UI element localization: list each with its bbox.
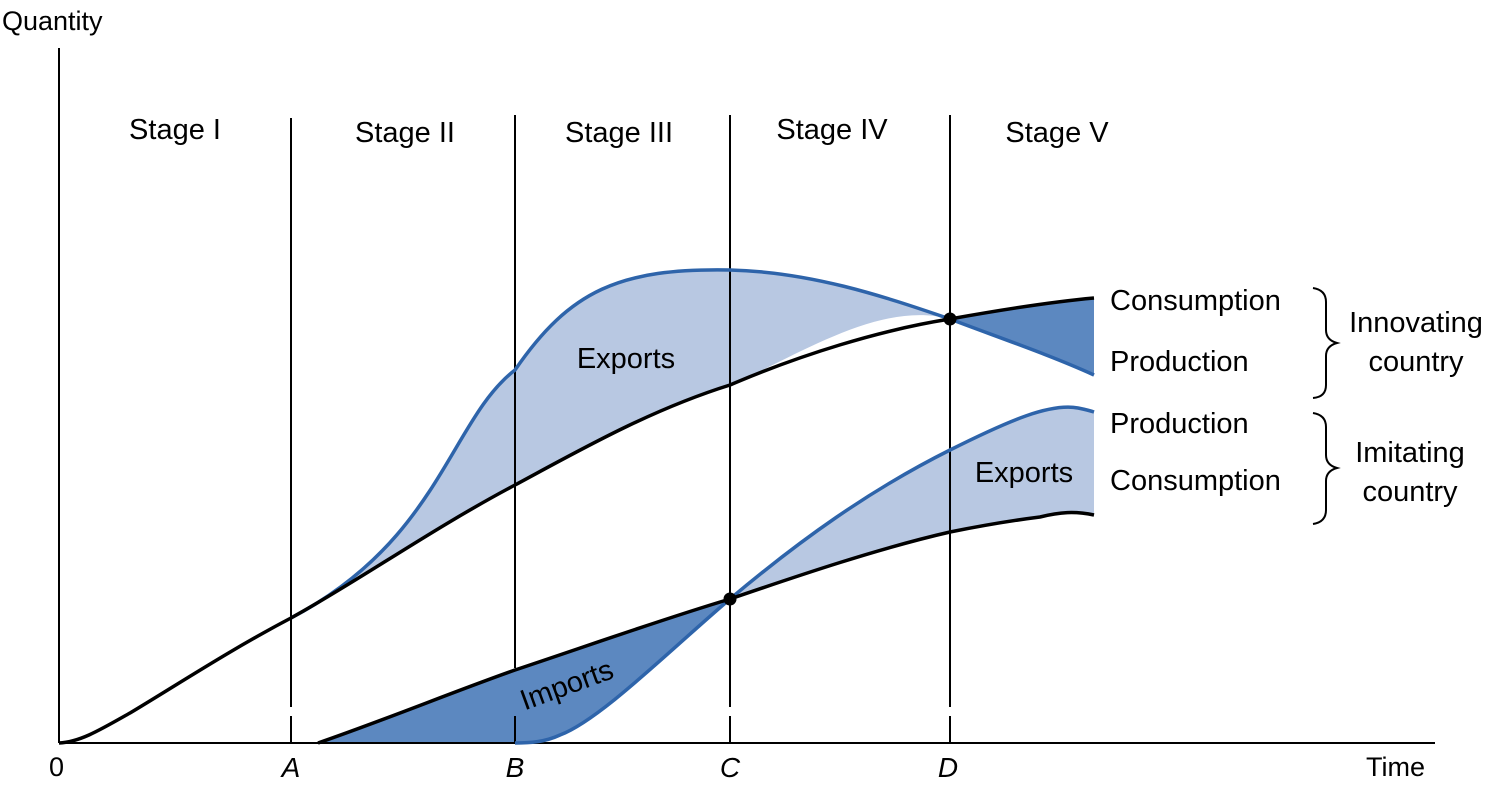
time-label-b: B [506,752,525,783]
time-label-c: C [720,752,741,783]
imitating-country-brace [1312,412,1341,525]
innovating-country-label-line1: Innovating [1349,307,1483,339]
imitating-exports-region [730,407,1094,599]
intersection-point-c [723,592,737,606]
innovating-exports-region [291,269,950,618]
innovating-country-brace [1312,287,1341,399]
innovating-consumption-label: Consumption [1110,285,1281,317]
imitating-exports-label: Exports [975,457,1073,489]
imitating-country-label-line1: Imitating [1355,437,1465,469]
intersection-point-d [943,312,957,326]
imitating-country-label-line2: country [1362,476,1458,508]
innovating-production-label: Production [1110,346,1249,378]
stage-label-5: Stage V [1005,117,1109,149]
stage-label-2: Stage II [355,117,455,149]
imitating-imports-region [318,599,730,743]
imitating-consumption-curve [317,510,1095,745]
time-label-a: A [280,752,301,783]
stage-label-3: Stage III [565,117,673,149]
stage-label-1: Stage I [129,114,221,146]
imitating-production-label: Production [1110,408,1249,440]
x-axis-label: Time [1366,752,1425,782]
imitating-consumption-label: Consumption [1110,465,1281,497]
time-label-d: D [938,752,958,783]
y-axis-label: Quantity [2,6,103,36]
innovating-imports-region [950,298,1094,375]
stage-label-4: Stage IV [776,114,888,146]
innovating-exports-label: Exports [577,343,675,375]
imitating-production-curve [514,405,1095,745]
innovating-production-curve [290,268,1095,620]
origin-label: 0 [49,752,64,782]
innovating-country-label-line2: country [1368,346,1464,378]
